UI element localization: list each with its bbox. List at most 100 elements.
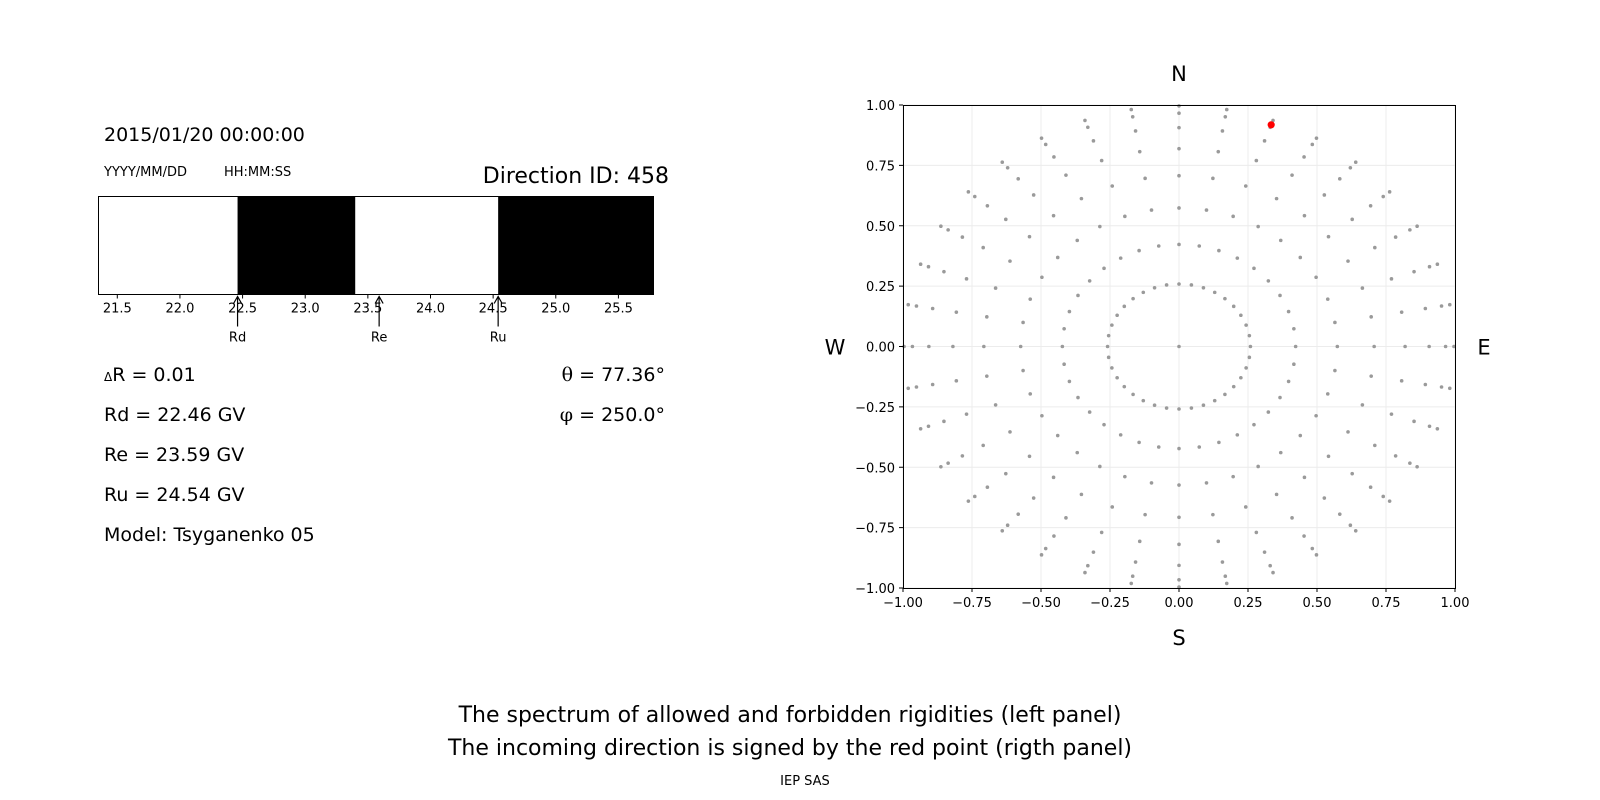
grid-point bbox=[906, 386, 911, 391]
grid-point bbox=[1220, 560, 1225, 564]
grid-point bbox=[1197, 445, 1202, 449]
grid-point bbox=[1211, 512, 1215, 517]
grid-point bbox=[1064, 516, 1068, 520]
grid-point bbox=[1326, 234, 1331, 239]
grid-point bbox=[1360, 286, 1365, 290]
grid-point bbox=[1346, 259, 1350, 263]
grid-point bbox=[1087, 410, 1092, 414]
y-axis-tick-label: −0.25 bbox=[855, 401, 895, 416]
grid-point bbox=[1266, 279, 1271, 283]
grid-point bbox=[981, 245, 985, 250]
ru-value: Ru = 24.54 GV bbox=[104, 484, 245, 506]
grid-point bbox=[1403, 344, 1407, 349]
marker-label-rd: Rd bbox=[229, 331, 246, 346]
grid-point bbox=[1055, 433, 1060, 438]
grid-point bbox=[1055, 255, 1060, 260]
grid-point bbox=[1248, 344, 1253, 349]
grid-point bbox=[1083, 118, 1087, 123]
grid-point bbox=[1224, 107, 1229, 112]
grid-point bbox=[982, 344, 986, 349]
grid-point bbox=[1439, 304, 1444, 308]
grid-point bbox=[1298, 433, 1303, 438]
grid-point bbox=[1262, 550, 1267, 554]
grid-point bbox=[1098, 224, 1102, 229]
grid-point bbox=[1000, 160, 1005, 165]
grid-point bbox=[1292, 362, 1296, 367]
grid-point bbox=[946, 228, 950, 232]
grid-point bbox=[1164, 406, 1169, 410]
grid-point bbox=[1447, 302, 1452, 307]
grid-point bbox=[1027, 234, 1032, 239]
model-name: Model: Tsyganenko 05 bbox=[104, 524, 315, 546]
grid-point bbox=[1346, 430, 1350, 434]
grid-point bbox=[1337, 512, 1342, 516]
grid-point bbox=[1256, 464, 1260, 469]
grid-point bbox=[1452, 344, 1456, 349]
grid-point bbox=[1079, 492, 1084, 497]
grid-point bbox=[1102, 422, 1106, 427]
grid-point bbox=[1278, 450, 1283, 455]
grid-point bbox=[1149, 481, 1154, 485]
grid-point bbox=[1039, 553, 1044, 557]
grid-point bbox=[930, 382, 935, 387]
grid-point bbox=[1286, 309, 1291, 314]
grid-point bbox=[1211, 176, 1215, 181]
grid-point bbox=[1415, 224, 1419, 229]
grid-point bbox=[1274, 492, 1279, 497]
grid-point bbox=[985, 485, 990, 489]
grid-point bbox=[1353, 528, 1358, 533]
caption-line-2: The incoming direction is signed by the … bbox=[447, 736, 1133, 761]
grid-point bbox=[1271, 570, 1275, 575]
grid-point bbox=[1177, 446, 1181, 451]
delta-r-text: R = 0.01 bbox=[112, 364, 196, 386]
grid-point bbox=[1003, 217, 1008, 222]
grid-point bbox=[1075, 450, 1080, 455]
x-axis-tick-label: −0.75 bbox=[952, 596, 992, 611]
grid-point bbox=[1031, 193, 1036, 197]
grid-point bbox=[1152, 285, 1157, 290]
phi-text: = 250.0° bbox=[573, 404, 665, 426]
grid-point bbox=[1337, 177, 1342, 181]
grid-point bbox=[1254, 530, 1259, 535]
grid-point bbox=[1271, 118, 1275, 123]
grid-point bbox=[1204, 208, 1209, 212]
grid-point bbox=[1239, 375, 1243, 380]
grid-point bbox=[927, 344, 931, 349]
grid-point bbox=[1086, 563, 1090, 568]
x-axis-tick-label: 0.75 bbox=[1372, 596, 1401, 611]
grid-point bbox=[1393, 454, 1398, 458]
grid-point bbox=[1106, 355, 1111, 360]
grid-point bbox=[1350, 217, 1355, 222]
grid-point bbox=[1152, 403, 1157, 408]
grid-point bbox=[1298, 255, 1303, 260]
direction-id-label: Direction ID: 458 bbox=[482, 164, 669, 189]
grid-point bbox=[1075, 238, 1080, 243]
grid-point bbox=[1123, 214, 1127, 219]
grid-point bbox=[985, 204, 990, 208]
grid-point bbox=[914, 304, 919, 308]
grid-point bbox=[1177, 585, 1181, 589]
marker-label-re: Re bbox=[371, 331, 387, 346]
grid-point bbox=[1201, 403, 1206, 408]
spectrum-x-tick-label: 23.0 bbox=[291, 302, 320, 317]
grid-point bbox=[1115, 313, 1119, 318]
y-axis-tick-label: −0.50 bbox=[855, 461, 895, 476]
spectrum-x-tick-label: 24.5 bbox=[479, 302, 508, 317]
x-axis-tick-label: 0.25 bbox=[1234, 596, 1263, 611]
grid-point bbox=[1137, 248, 1141, 253]
grid-point bbox=[1003, 471, 1008, 476]
grid-point bbox=[1123, 474, 1127, 479]
grid-point bbox=[1302, 213, 1307, 218]
spectrum-frame bbox=[98, 196, 654, 295]
grid-point bbox=[1131, 392, 1135, 397]
grid-point bbox=[1333, 368, 1337, 373]
grid-point bbox=[1314, 136, 1319, 140]
grid-point bbox=[1399, 379, 1404, 383]
grid-point bbox=[1091, 139, 1096, 143]
grid-point bbox=[1220, 129, 1225, 133]
grid-point bbox=[1016, 177, 1021, 181]
grid-point bbox=[1212, 290, 1217, 295]
grid-point bbox=[930, 306, 935, 311]
grid-point bbox=[960, 235, 965, 239]
grid-point bbox=[906, 302, 911, 307]
